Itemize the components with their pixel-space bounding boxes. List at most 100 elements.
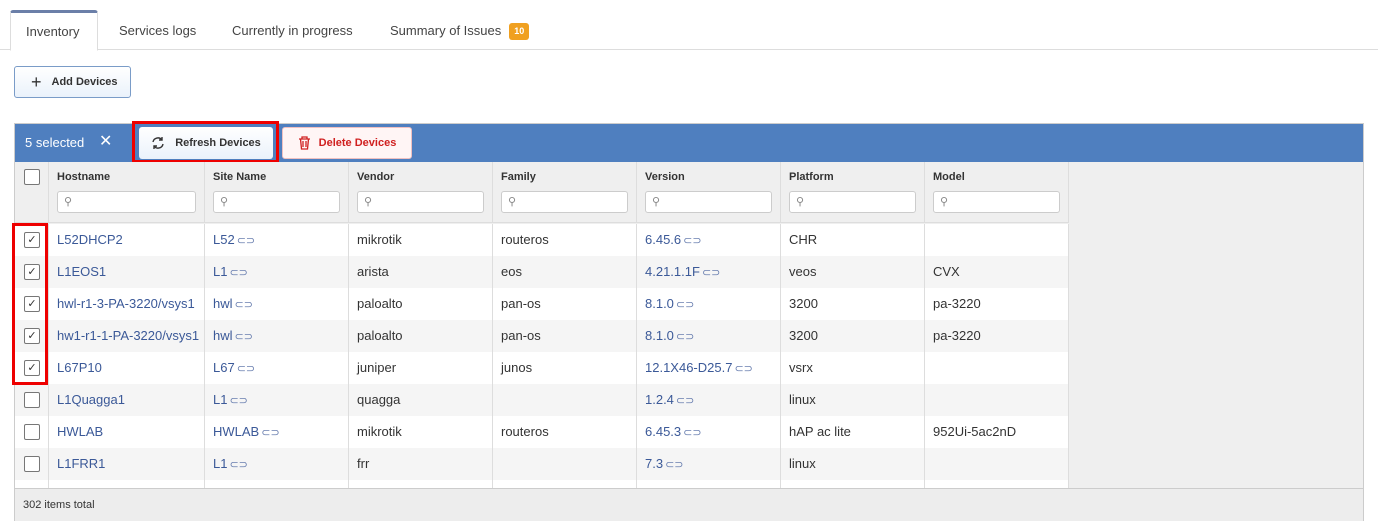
- link-icon[interactable]: ⊂⊃: [234, 299, 253, 311]
- cell-site[interactable]: L1 ⊂⊃: [205, 384, 349, 416]
- link-icon[interactable]: ⊂⊃: [229, 459, 248, 471]
- link-icon[interactable]: ⊂⊃: [665, 459, 684, 471]
- link-icon[interactable]: ⊂⊃: [236, 235, 256, 247]
- cell-version[interactable]: 7.3 ⊂⊃: [637, 448, 781, 480]
- cell-site[interactable]: hwl ⊂⊃: [205, 320, 349, 352]
- hostname-value[interactable]: L1FRR1: [57, 456, 106, 471]
- version-value[interactable]: 8.1.0: [645, 296, 674, 311]
- site-value[interactable]: L1: [213, 392, 228, 407]
- cell-hostname[interactable]: L1Quagga1: [49, 384, 205, 416]
- version-value[interactable]: 8.1.0: [645, 328, 674, 343]
- link-icon[interactable]: ⊂⊃: [261, 427, 280, 439]
- table-row[interactable]: L1FRR1 L1 ⊂⊃ frr 7.3 ⊂⊃ linux: [15, 448, 1069, 480]
- column-header-model[interactable]: Model ⚲: [925, 162, 1069, 222]
- hostname-value[interactable]: L67P10: [57, 360, 102, 375]
- link-icon[interactable]: ⊂⊃: [229, 395, 248, 407]
- table-row[interactable]: HWLAB HWLAB ⊂⊃ mikrotik routeros 6.45.3 ⊂⊃ hAP …: [15, 416, 1069, 448]
- cell-hostname[interactable]: hwl-r1-3-PA-3220/vsys1: [49, 288, 205, 320]
- column-header-site[interactable]: Site Name ⚲: [205, 162, 349, 222]
- refresh-devices-button[interactable]: Refresh Devices: [139, 127, 273, 159]
- row-checkbox[interactable]: [24, 392, 40, 408]
- hostname-value[interactable]: hwl-r1-3-PA-3220/vsys1: [57, 296, 195, 311]
- cell-site[interactable]: HWLAB ⊂⊃: [205, 416, 349, 448]
- version-value[interactable]: 1.2.4: [645, 392, 674, 407]
- link-icon[interactable]: ⊂⊃: [734, 363, 753, 375]
- cell-version[interactable]: 8.1.0 ⊂⊃: [637, 288, 781, 320]
- row-checkbox[interactable]: ✓: [24, 296, 40, 312]
- site-value[interactable]: L1: [213, 264, 228, 279]
- link-icon[interactable]: ⊂⊃: [234, 331, 253, 343]
- cell-site[interactable]: L67 ⊂⊃: [205, 352, 349, 384]
- cell-site[interactable]: L1 ⊂⊃: [205, 448, 349, 480]
- site-value[interactable]: hwl: [213, 296, 233, 311]
- site-filter-input[interactable]: ⚲: [213, 191, 340, 213]
- tab-summary-of-issues[interactable]: Summary of Issues 10: [375, 10, 544, 50]
- cell-version[interactable]: 6.45.3 ⊂⊃: [637, 416, 781, 448]
- version-filter-input[interactable]: ⚲: [645, 191, 772, 213]
- delete-devices-button[interactable]: Delete Devices: [282, 127, 412, 159]
- site-value[interactable]: L1: [213, 456, 228, 471]
- link-icon[interactable]: ⊂⊃: [229, 267, 248, 279]
- cell-hostname[interactable]: L1FRR1: [49, 448, 205, 480]
- cell-version[interactable]: 12.1X46-D25.7 ⊂⊃: [637, 352, 781, 384]
- site-value[interactable]: L52: [213, 232, 235, 247]
- cell-version[interactable]: 8.1.0 ⊂⊃: [637, 320, 781, 352]
- hostname-value[interactable]: hw1-r1-1-PA-3220/vsys1: [57, 328, 200, 343]
- tab-inventory[interactable]: Inventory: [10, 10, 98, 51]
- link-icon[interactable]: ⊂⊃: [683, 427, 702, 439]
- cell-hostname[interactable]: L52DHCP2: [49, 224, 205, 256]
- select-all-checkbox[interactable]: [24, 169, 40, 185]
- cell-version[interactable]: 4.21.1.1F ⊂⊃: [637, 256, 781, 288]
- hostname-value[interactable]: HWLAB: [57, 424, 104, 439]
- hostname-value[interactable]: L1Quagga1: [57, 392, 125, 407]
- hostname-value[interactable]: L1EOS1: [57, 264, 107, 279]
- cell-version[interactable]: 6.45.6 ⊂⊃: [637, 224, 781, 256]
- row-checkbox[interactable]: ✓: [24, 264, 40, 280]
- column-header-version[interactable]: Version ⚲: [637, 162, 781, 222]
- table-row[interactable]: L1Quagga1 L1 ⊂⊃ quagga 1.2.4 ⊂⊃ linux: [15, 384, 1069, 416]
- link-icon[interactable]: ⊂⊃: [236, 363, 256, 375]
- model-filter-input[interactable]: ⚲: [933, 191, 1060, 213]
- cell-hostname[interactable]: hw1-r1-1-PA-3220/vsys1: [49, 320, 205, 352]
- cell-site[interactable]: L1 ⊂⊃: [205, 256, 349, 288]
- row-checkbox[interactable]: ✓: [24, 232, 40, 248]
- column-header-family[interactable]: Family ⚲: [493, 162, 637, 222]
- link-icon[interactable]: ⊂⊃: [701, 267, 721, 279]
- tab-services-logs[interactable]: Services logs: [104, 10, 211, 50]
- row-checkbox[interactable]: ✓: [24, 328, 40, 344]
- row-checkbox[interactable]: ✓: [24, 360, 40, 376]
- cell-version[interactable]: 1.2.4 ⊂⊃: [637, 384, 781, 416]
- site-value[interactable]: hwl: [213, 328, 233, 343]
- vendor-filter-input[interactable]: ⚲: [357, 191, 484, 213]
- clear-selection-icon[interactable]: ✕: [99, 133, 113, 150]
- site-value[interactable]: L67: [213, 360, 235, 375]
- link-icon[interactable]: ⊂⊃: [683, 235, 702, 247]
- cell-hostname[interactable]: HWLAB: [49, 416, 205, 448]
- cell-hostname[interactable]: L67P10: [49, 352, 205, 384]
- table-row[interactable]: ✓ hwl-r1-3-PA-3220/vsys1 hwl ⊂⊃ paloalto pan-…: [15, 288, 1069, 320]
- family-filter-input[interactable]: ⚲: [501, 191, 628, 213]
- hostname-filter-input[interactable]: ⚲: [57, 191, 196, 213]
- platform-filter-input[interactable]: ⚲: [789, 191, 916, 213]
- tab-currently-in-progress[interactable]: Currently in progress: [217, 10, 368, 50]
- cell-hostname[interactable]: L1EOS1: [49, 256, 205, 288]
- version-value[interactable]: 12.1X46-D25.7: [645, 360, 733, 375]
- link-icon[interactable]: ⊂⊃: [675, 299, 695, 311]
- column-header-vendor[interactable]: Vendor ⚲: [349, 162, 493, 222]
- row-checkbox[interactable]: [24, 456, 40, 472]
- column-header-platform[interactable]: Platform ⚲: [781, 162, 925, 222]
- hostname-value[interactable]: L52DHCP2: [57, 232, 123, 247]
- version-value[interactable]: 6.45.6: [645, 232, 682, 247]
- add-devices-button[interactable]: + Add Devices: [14, 66, 131, 98]
- link-icon[interactable]: ⊂⊃: [675, 331, 695, 343]
- version-value[interactable]: 6.45.3: [645, 424, 682, 439]
- version-value[interactable]: 4.21.1.1F: [645, 264, 700, 279]
- table-row[interactable]: ✓ L67P10 L67 ⊂⊃ juniper junos 12.1X46-D25.7 ⊂⊃ v…: [15, 352, 1069, 384]
- table-row[interactable]: ✓ L1EOS1 L1 ⊂⊃ arista eos 4.21.1.1F ⊂⊃ veos CVX: [15, 256, 1069, 288]
- row-checkbox[interactable]: [24, 424, 40, 440]
- site-value[interactable]: HWLAB: [213, 424, 260, 439]
- table-row[interactable]: ✓ hw1-r1-1-PA-3220/vsys1 hwl ⊂⊃ paloalto pan-…: [15, 320, 1069, 352]
- version-value[interactable]: 7.3: [645, 456, 664, 471]
- cell-site[interactable]: L52 ⊂⊃: [205, 224, 349, 256]
- table-row[interactable]: ✓ L52DHCP2 L52 ⊂⊃ mikrotik routeros 6.45.6 ⊂⊃ CH…: [15, 224, 1069, 256]
